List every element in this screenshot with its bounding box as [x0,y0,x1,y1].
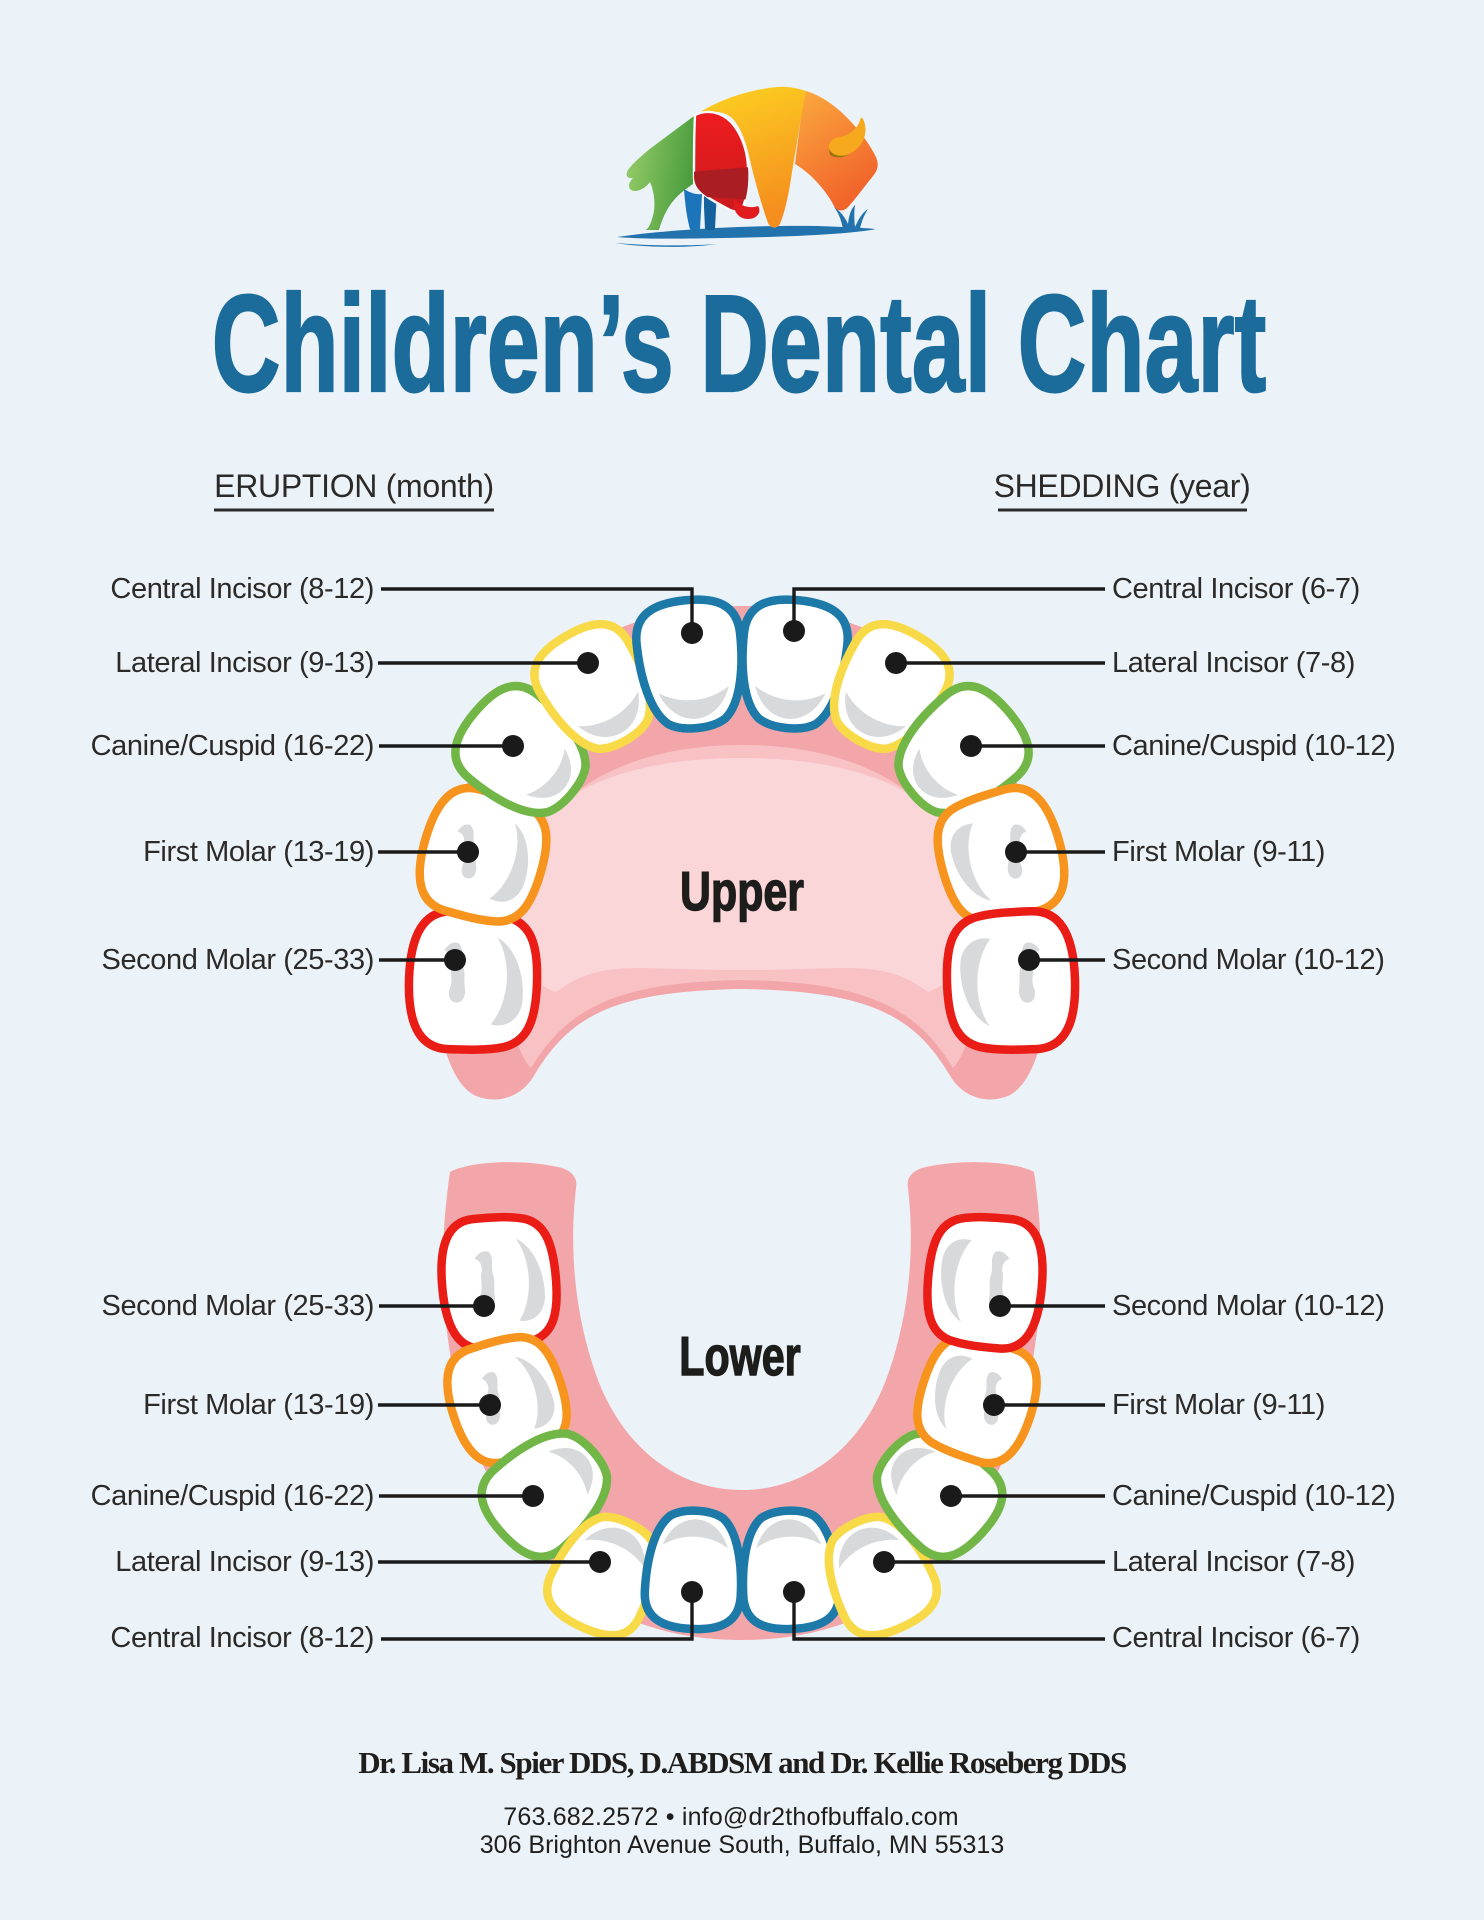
svg-text:Second Molar (10-12): Second Molar (10-12) [1112,944,1384,976]
svg-text:Canine/Cuspid (16-22): Canine/Cuspid (16-22) [91,730,374,762]
svg-text:Central Incisor (6-7): Central Incisor (6-7) [1112,1622,1360,1654]
svg-text:Second Molar (25-33): Second Molar (25-33) [102,944,374,976]
svg-text:First Molar (13-19): First Molar (13-19) [143,836,374,868]
svg-text:First Molar (9-11): First Molar (9-11) [1112,836,1325,868]
svg-text:First Molar (13-19): First Molar (13-19) [143,1389,374,1421]
svg-text:SHEDDING (year): SHEDDING (year) [994,468,1251,504]
svg-text:Dr. Lisa M. Spier DDS, D.ABDSM: Dr. Lisa M. Spier DDS, D.ABDSM and Dr. K… [358,1745,1126,1780]
svg-text:Second Molar (10-12): Second Molar (10-12) [1112,1290,1384,1322]
svg-text:Children’s Dental Chart: Children’s Dental Chart [212,268,1267,422]
svg-text:Central Incisor (6-7): Central Incisor (6-7) [1112,573,1360,605]
svg-text:Second Molar (25-33): Second Molar (25-33) [102,1290,374,1322]
svg-text:First Molar (9-11): First Molar (9-11) [1112,1389,1325,1421]
svg-text:Lateral Incisor (7-8): Lateral Incisor (7-8) [1112,647,1355,679]
svg-text:Lateral Incisor (7-8): Lateral Incisor (7-8) [1112,1546,1355,1578]
svg-text:Canine/Cuspid (10-12): Canine/Cuspid (10-12) [1112,730,1395,762]
svg-text:Lateral Incisor (9-13): Lateral Incisor (9-13) [115,647,374,679]
svg-text:Lateral Incisor (9-13): Lateral Incisor (9-13) [115,1546,374,1578]
svg-text:Canine/Cuspid (10-12): Canine/Cuspid (10-12) [1112,1480,1395,1512]
svg-text:Upper: Upper [680,861,804,922]
svg-text:306 Brighton Avenue South, Buf: 306 Brighton Avenue South, Buffalo, MN 5… [480,1831,1004,1859]
svg-text:763.682.2572 • info@dr2thofbuf: 763.682.2572 • info@dr2thofbuffalo.com [503,1803,958,1831]
svg-text:Central Incisor (8-12): Central Incisor (8-12) [110,573,374,605]
svg-text:Central Incisor (8-12): Central Incisor (8-12) [110,1622,374,1654]
svg-text:Lower: Lower [679,1326,801,1387]
svg-text:ERUPTION (month): ERUPTION (month) [214,468,494,504]
svg-text:Canine/Cuspid (16-22): Canine/Cuspid (16-22) [91,1480,374,1512]
